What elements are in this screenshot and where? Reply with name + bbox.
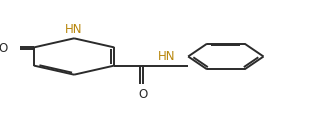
Text: HN: HN [65, 23, 83, 36]
Text: O: O [0, 41, 8, 54]
Text: O: O [139, 87, 148, 100]
Text: HN: HN [158, 50, 175, 63]
